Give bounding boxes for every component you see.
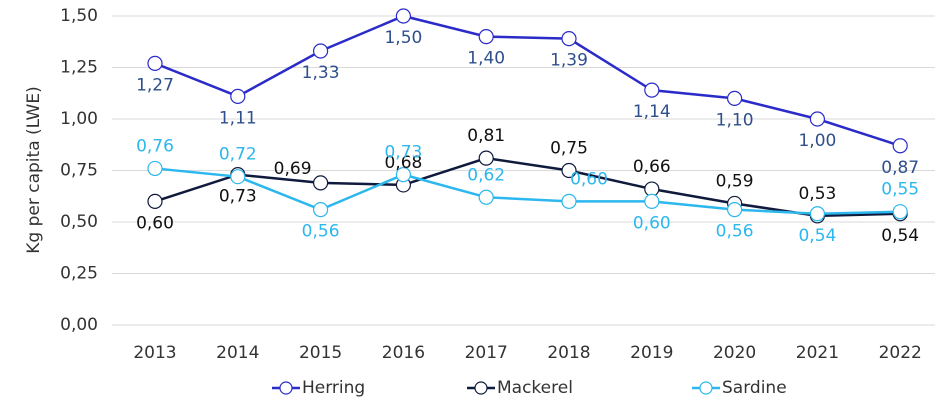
x-tick-label: 2020	[713, 343, 756, 363]
point	[478, 189, 494, 205]
legend-marker	[279, 381, 293, 395]
data-label: 0,53	[798, 184, 836, 204]
point	[313, 43, 329, 59]
point	[230, 88, 246, 104]
legend-label: Herring	[302, 378, 365, 398]
y-tick-label: 0,50	[60, 212, 98, 232]
legend-marker	[699, 381, 713, 395]
y-tick-label: 0,75	[60, 161, 98, 181]
point	[561, 162, 577, 179]
data-label: 1,39	[550, 51, 588, 71]
series-line	[154, 167, 901, 216]
data-label: 1,50	[384, 28, 422, 48]
x-tick-label: 2022	[879, 343, 922, 363]
x-tick-label: 2015	[299, 343, 342, 363]
point	[561, 31, 577, 47]
point	[809, 206, 826, 222]
legend-label: Mackerel	[497, 378, 573, 398]
data-label: 1,33	[302, 63, 340, 83]
data-label: 0,60	[633, 213, 671, 233]
point	[809, 111, 826, 127]
x-tick-label: 2021	[796, 343, 839, 363]
x-tick-label: 2018	[547, 343, 590, 363]
data-label: 0,56	[716, 222, 754, 242]
data-label: 0,56	[302, 222, 340, 242]
point	[230, 169, 246, 185]
data-label: 1,10	[716, 110, 754, 130]
point	[147, 55, 163, 71]
data-label: 0,73	[219, 187, 257, 207]
y-tick-label: 0,25	[60, 264, 98, 284]
point	[395, 8, 411, 24]
series-line	[154, 156, 901, 218]
point	[313, 202, 329, 218]
point	[478, 150, 494, 166]
data-label: 0,62	[467, 165, 505, 185]
y-tick-label: 0,00	[60, 315, 98, 335]
x-tick-label: 2016	[382, 343, 425, 363]
data-label: 0,76	[136, 136, 174, 156]
y-axis-label: Kg per capita (LWE)	[24, 86, 44, 253]
point	[561, 193, 577, 209]
point	[644, 193, 660, 209]
point	[644, 82, 660, 98]
data-label: 0,81	[467, 126, 505, 146]
data-label: 0,75	[550, 139, 588, 159]
point	[147, 160, 163, 177]
data-label: 0,54	[798, 226, 836, 246]
point	[726, 202, 743, 218]
data-label: 0,87	[881, 158, 919, 178]
point	[892, 138, 908, 154]
data-label: 0,73	[384, 143, 422, 163]
data-label: 1,27	[136, 75, 174, 95]
series-line	[154, 14, 901, 147]
data-label: 0,72	[219, 145, 257, 165]
point	[726, 90, 743, 107]
legend-label: Sardine	[722, 378, 787, 398]
x-tick-label: 2017	[465, 343, 508, 363]
point	[478, 28, 494, 45]
data-label: 0,60	[136, 213, 174, 233]
data-label: 1,00	[798, 131, 836, 151]
data-label: 1,14	[633, 102, 671, 122]
point	[892, 204, 908, 220]
x-tick-label: 2013	[133, 343, 176, 363]
point	[147, 193, 163, 209]
legend-marker	[474, 381, 488, 395]
x-tick-label: 2014	[216, 343, 259, 363]
point	[313, 175, 329, 191]
data-label: 1,40	[467, 49, 505, 69]
point	[395, 167, 411, 183]
x-tick-label: 2019	[630, 343, 673, 363]
data-label: 0,69	[274, 159, 312, 179]
data-label: 0,55	[881, 180, 919, 200]
data-label: 0,68	[384, 153, 422, 173]
data-label: 0,60	[570, 169, 608, 189]
data-label: 0,59	[716, 171, 754, 191]
data-label: 1,11	[219, 108, 257, 128]
y-tick-label: 1,50	[60, 6, 98, 26]
y-tick-label: 1,25	[60, 58, 98, 78]
data-label: 0,54	[881, 226, 919, 246]
data-label: 0,66	[633, 157, 671, 177]
y-tick-label: 1,00	[60, 109, 98, 129]
